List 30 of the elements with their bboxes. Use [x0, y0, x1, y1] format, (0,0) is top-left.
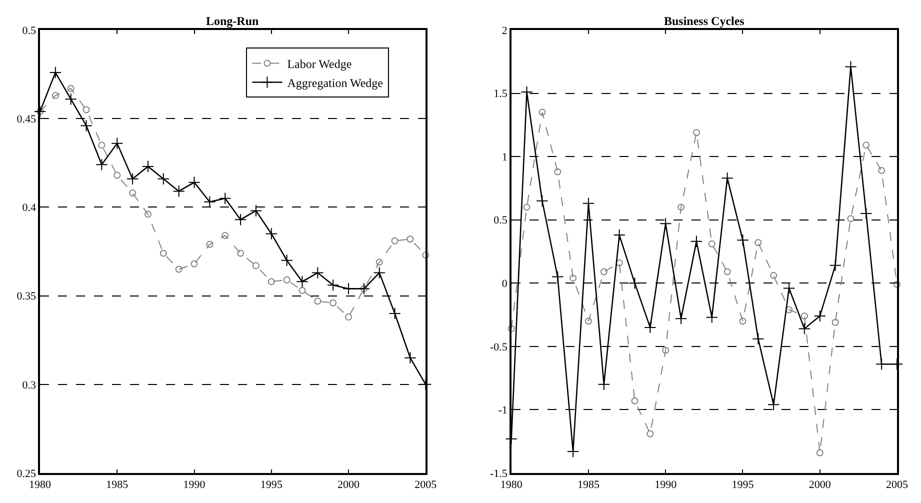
x-tick-label: 1995: [260, 478, 283, 491]
y-tick-label: 1.5: [494, 88, 508, 100]
y-tick-label: 0.45: [16, 113, 37, 126]
x-tick-label: 2005: [886, 478, 908, 491]
y-tick-label: 1: [502, 151, 508, 164]
y-tick-label: -1: [498, 404, 508, 417]
y-tick-label: 2: [502, 24, 508, 37]
legend-label: Aggregation Wedge: [287, 76, 384, 90]
x-tick-label: 2000: [808, 478, 832, 491]
y-tick-label: 0.5: [494, 214, 508, 227]
x-tick-label: 1985: [106, 478, 129, 491]
y-tick-label: 0.3: [22, 379, 37, 392]
legend-label: Labor Wedge: [287, 56, 352, 71]
x-tick-label: 1990: [654, 478, 678, 491]
y-tick-label: 0.4: [22, 202, 37, 214]
chart-title: Business Cycles: [664, 14, 745, 28]
x-tick-label: 1985: [577, 478, 600, 491]
y-tick-label: 0.25: [16, 468, 37, 480]
x-tick-label: 2005: [414, 478, 438, 491]
x-tick-label: 1990: [183, 478, 206, 491]
y-tick-label: -1.5: [490, 468, 508, 480]
y-tick-label: 0.5: [22, 24, 37, 37]
x-tick-label: 1980: [500, 478, 523, 491]
x-tick-label: 2000: [338, 478, 360, 491]
chart-title: Long-Run: [206, 14, 260, 28]
x-tick-label: 1980: [29, 478, 52, 491]
x-tick-label: 1995: [732, 478, 754, 491]
y-tick-label: 0: [502, 278, 508, 290]
y-tick-label: 0.35: [16, 290, 37, 303]
y-tick-label: -0.5: [490, 341, 508, 354]
